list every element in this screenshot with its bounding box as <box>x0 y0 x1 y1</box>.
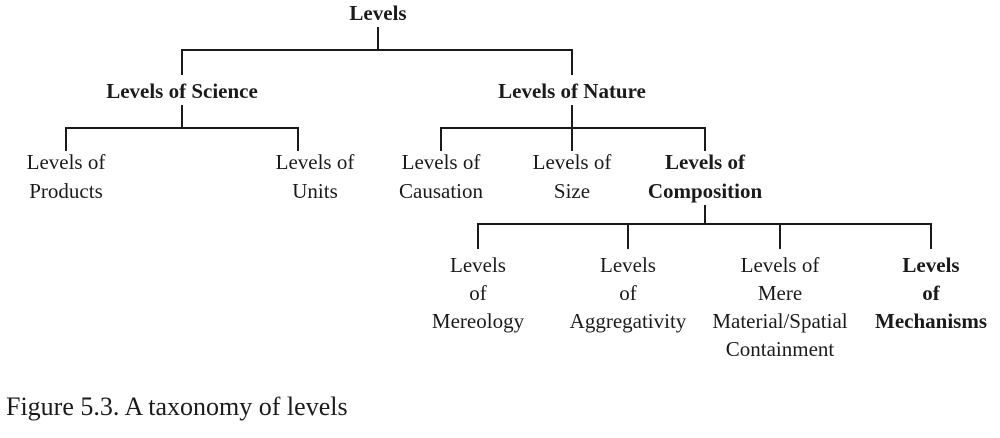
node-label-line: Aggregativity <box>570 309 687 333</box>
node-label-line: Levels of <box>276 150 355 174</box>
node-levels: Levels <box>349 1 406 25</box>
node-label-line: of <box>619 281 637 305</box>
node-label-line: Levels <box>450 253 506 277</box>
node-label-line: Levels of <box>27 150 106 174</box>
node-label-line: of <box>922 281 941 305</box>
node-label-line: Mereology <box>432 309 525 333</box>
node-levels-of-aggregativity: Levels of Aggregativity <box>570 253 687 333</box>
node-label-line: Levels of <box>402 150 481 174</box>
connector-root <box>181 27 573 75</box>
connector-nature <box>440 105 706 151</box>
node-levels-of-nature: Levels of Nature <box>498 79 646 103</box>
node-label-line: Mere <box>758 281 802 305</box>
node-levels-of-containment: Levels of Mere Material/Spatial Containment <box>712 253 847 361</box>
node-levels-of-size: Levels of Size <box>533 150 612 203</box>
node-levels-of-causation: Levels of Causation <box>399 150 483 203</box>
node-label-line: Causation <box>399 179 483 203</box>
node-levels-of-products: Levels of Products <box>27 150 106 203</box>
node-label-line: Containment <box>726 337 835 361</box>
node-label-line: of <box>469 281 487 305</box>
node-levels-of-mereology: Levels of Mereology <box>432 253 525 333</box>
node-label-line: Units <box>292 179 338 203</box>
node-label-line: Levels <box>349 1 406 25</box>
node-levels-of-composition: Levels of Composition <box>648 150 763 203</box>
node-levels-of-science: Levels of Science <box>106 79 258 103</box>
node-label-line: Material/Spatial <box>712 309 847 333</box>
node-label-line: Levels <box>600 253 656 277</box>
node-label-line: Levels of <box>533 150 612 174</box>
node-levels-of-mechanisms: Levels of Mechanisms <box>875 253 987 333</box>
figure-caption: Figure 5.3. A taxonomy of levels <box>6 392 348 421</box>
node-label-line: Composition <box>648 179 763 203</box>
connector-composition <box>477 205 932 249</box>
node-label-line: Levels of Nature <box>498 79 646 103</box>
node-label-line: Levels <box>902 253 959 277</box>
node-label-line: Levels of <box>741 253 820 277</box>
node-label-line: Size <box>554 179 590 203</box>
node-label-line: Levels of <box>665 150 746 174</box>
node-levels-of-units: Levels of Units <box>276 150 355 203</box>
node-label-line: Mechanisms <box>875 309 987 333</box>
node-label-line: Levels of Science <box>106 79 258 103</box>
node-label-line: Products <box>29 179 103 203</box>
connector-science <box>65 105 299 151</box>
